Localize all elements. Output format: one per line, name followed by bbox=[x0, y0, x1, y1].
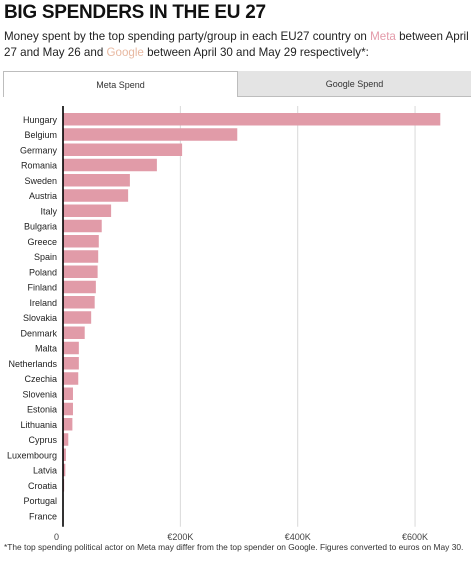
bar-luxembourg bbox=[63, 448, 66, 461]
bar-finland bbox=[63, 280, 96, 294]
category-label-estonia: Estonia bbox=[27, 405, 57, 415]
subtitle-part-3: between April 30 and May 29 respectively… bbox=[143, 46, 369, 59]
bar-poland bbox=[63, 265, 98, 278]
subtitle-meta-word: Meta bbox=[370, 30, 396, 43]
bar-italy bbox=[63, 204, 112, 217]
bar-estonia bbox=[63, 402, 73, 416]
category-label-bulgaria: Bulgaria bbox=[24, 222, 57, 232]
bar-cyprus bbox=[63, 433, 69, 446]
category-label-slovenia: Slovenia bbox=[22, 389, 57, 399]
bar-ireland bbox=[63, 296, 95, 309]
category-label-slovakia: Slovakia bbox=[23, 313, 57, 323]
category-label-cyprus: Cyprus bbox=[28, 435, 57, 445]
bar-malta bbox=[63, 341, 79, 355]
subtitle-google-word: Google bbox=[106, 46, 144, 59]
category-label-spain: Spain bbox=[34, 252, 57, 262]
bar-spain bbox=[63, 250, 99, 263]
bar-denmark bbox=[63, 326, 85, 339]
category-label-denmark: Denmark bbox=[20, 328, 57, 338]
category-label-lithuania: Lithuania bbox=[20, 420, 57, 430]
category-label-belgium: Belgium bbox=[24, 130, 57, 140]
tab-bar: Meta Spend Google Spend bbox=[3, 71, 471, 97]
category-label-czechia: Czechia bbox=[24, 374, 57, 384]
subtitle-part-2: between April 27 and May 26 and bbox=[4, 30, 469, 59]
x-tick-label-3: €600K bbox=[402, 532, 428, 540]
bar-lithuania bbox=[63, 418, 73, 431]
bar-slovenia bbox=[63, 387, 73, 400]
x-tick-label-0: 0 bbox=[54, 532, 59, 540]
category-label-netherlands: Netherlands bbox=[8, 359, 57, 369]
bar-greece bbox=[63, 235, 99, 248]
subtitle: Money spent by the top spending party/gr… bbox=[4, 29, 470, 61]
category-label-germany: Germany bbox=[20, 145, 58, 155]
category-label-finland: Finland bbox=[27, 283, 57, 293]
footnote: *The top spending political actor on Met… bbox=[4, 542, 464, 552]
category-label-hungary: Hungary bbox=[23, 115, 58, 125]
tab-google-spend[interactable]: Google Spend bbox=[238, 71, 471, 97]
bar-slovakia bbox=[63, 311, 92, 324]
bar-latvia bbox=[63, 463, 66, 477]
x-tick-label-1: €200K bbox=[167, 532, 193, 540]
bar-czechia bbox=[63, 372, 79, 385]
bar-belgium bbox=[63, 128, 238, 141]
bar-chart: Hungary Belgium Germany Romania Sweden Austri… bbox=[7, 106, 441, 540]
bar-romania bbox=[63, 158, 157, 172]
bar-germany bbox=[63, 143, 183, 156]
bar-austria bbox=[63, 189, 129, 202]
category-label-luxembourg: Luxembourg bbox=[7, 450, 57, 460]
category-label-croatia: Croatia bbox=[28, 481, 57, 491]
tab-meta-spend[interactable]: Meta Spend bbox=[3, 71, 238, 97]
page-title: BIG SPENDERS IN THE EU 27 bbox=[4, 2, 266, 23]
x-tick-label-2: €400K bbox=[285, 532, 311, 540]
category-label-greece: Greece bbox=[27, 237, 57, 247]
bar-netherlands bbox=[63, 357, 79, 370]
subtitle-part-1: Money spent by the top spending party/gr… bbox=[4, 30, 371, 43]
bar-sweden bbox=[63, 174, 130, 187]
category-label-sweden: Sweden bbox=[24, 176, 57, 186]
category-label-latvia: Latvia bbox=[33, 466, 57, 476]
bar-hungary bbox=[63, 113, 441, 126]
category-label-poland: Poland bbox=[29, 267, 57, 277]
category-label-austria: Austria bbox=[29, 191, 57, 201]
category-label-romania: Romania bbox=[21, 161, 57, 171]
category-label-france: France bbox=[29, 511, 57, 521]
category-label-italy: Italy bbox=[40, 206, 57, 216]
category-label-malta: Malta bbox=[35, 344, 57, 354]
bar-bulgaria bbox=[63, 219, 102, 233]
category-label-ireland: Ireland bbox=[29, 298, 57, 308]
category-label-portugal: Portugal bbox=[23, 496, 57, 506]
